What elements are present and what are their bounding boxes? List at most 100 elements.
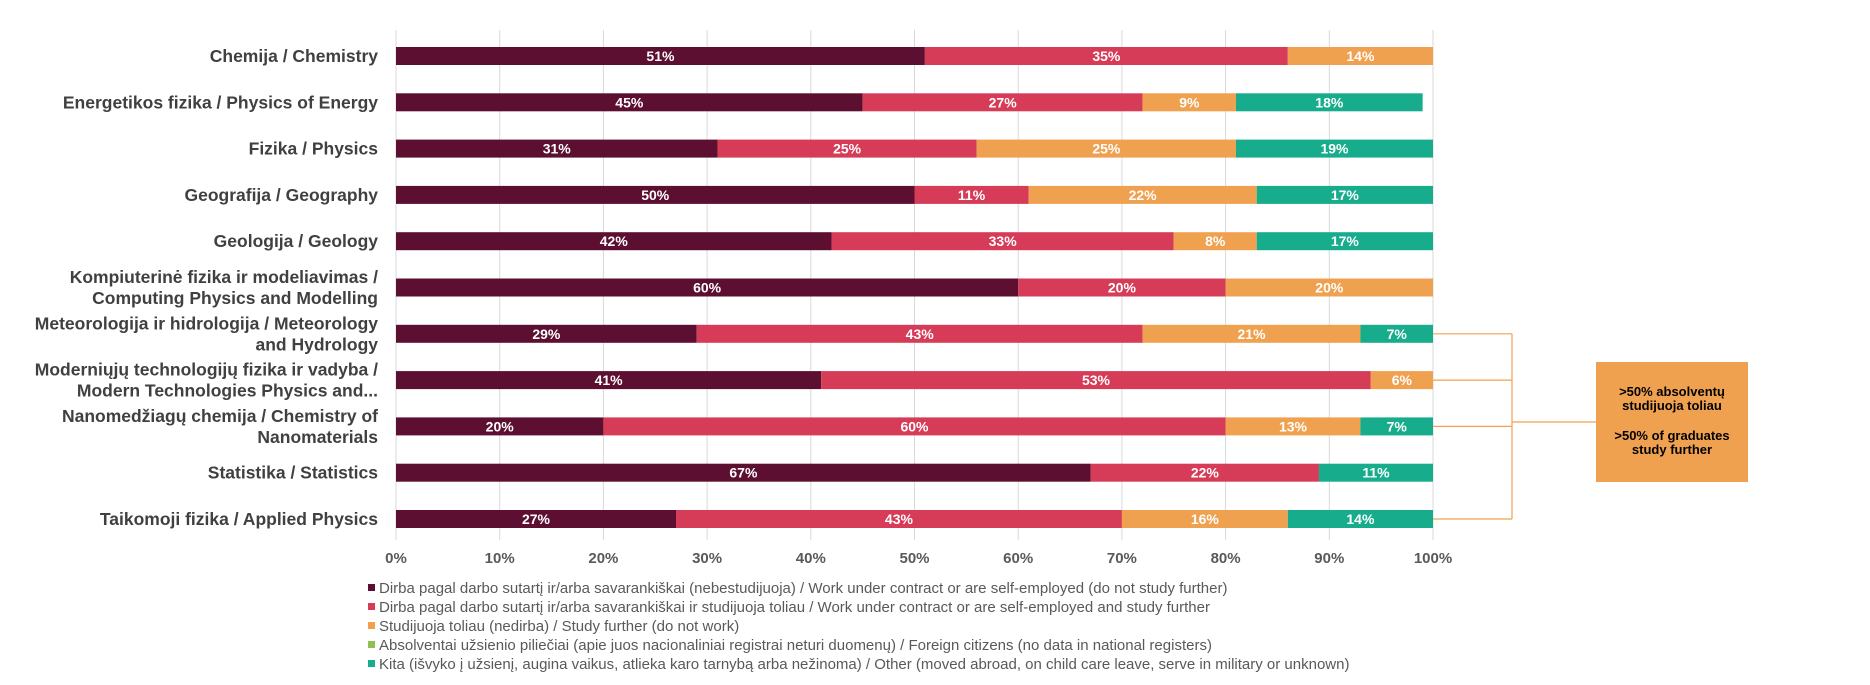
bar-value-label: 53% xyxy=(1082,372,1111,388)
category-label: Statistika / Statistics xyxy=(208,463,378,483)
x-axis-ticks: 0% 10% 20% 30% 40% 50% 60% 70% 80% 90% 100% xyxy=(385,550,1452,567)
bar-segment xyxy=(396,185,915,204)
x-tick-label: 100% xyxy=(1414,550,1452,567)
bar-segment xyxy=(1142,93,1236,112)
bar-value-label: 60% xyxy=(900,418,929,434)
bar-segment xyxy=(1225,417,1361,436)
bar-value-label: 8% xyxy=(1205,233,1226,249)
category-label: Geografija / Geography xyxy=(184,185,378,205)
bar-segment xyxy=(1256,232,1433,251)
bar-value-label: 9% xyxy=(1179,94,1200,110)
category-label: Modern Technologies Physics and... xyxy=(77,381,378,401)
bar-value-label: 11% xyxy=(1362,465,1390,481)
bar-segment xyxy=(1287,510,1433,528)
bar-segment xyxy=(603,417,1226,436)
bar-segment xyxy=(1121,510,1288,528)
category-label: Fizika / Physics xyxy=(249,139,379,159)
bar-value-label: 27% xyxy=(522,511,551,527)
x-tick-label: 40% xyxy=(796,550,826,567)
bar-segment xyxy=(396,278,1019,297)
bar-segment xyxy=(396,510,676,528)
bar-segment xyxy=(1256,185,1433,204)
bar-segment xyxy=(976,139,1236,158)
category-label: Energetikos fizika / Physics of Energy xyxy=(63,92,378,112)
bar-value-label: 60% xyxy=(693,280,722,296)
bar-value-label: 33% xyxy=(989,233,1018,249)
legend-entry: Dirba pagal darbo sutartį ir/arba savara… xyxy=(379,599,1210,616)
bar-value-label: 21% xyxy=(1238,326,1267,342)
bar-value-label: 20% xyxy=(1315,280,1344,296)
bar-value-label: 19% xyxy=(1320,141,1349,157)
bar-segment xyxy=(396,371,822,390)
bar-value-label: 14% xyxy=(1346,48,1375,64)
callout-text: >50% of graduates xyxy=(1614,428,1729,443)
bar-segment xyxy=(1173,232,1257,251)
bar-value-label: 25% xyxy=(833,141,862,157)
bar-segment xyxy=(1028,185,1257,204)
bar-value-label: 51% xyxy=(646,48,675,64)
bar-value-label: 25% xyxy=(1092,141,1121,157)
bar-segment xyxy=(1370,371,1433,390)
bar-segment xyxy=(1360,324,1433,343)
bar-value-label: 67% xyxy=(729,465,758,481)
bar-value-label: 50% xyxy=(641,187,670,203)
bar-segment xyxy=(396,324,697,343)
category-label: Nanomaterials xyxy=(257,427,378,447)
x-tick-label: 90% xyxy=(1314,550,1344,567)
bar-value-label: 29% xyxy=(532,326,561,342)
bar-value-label: 20% xyxy=(486,418,515,434)
category-label: Computing Physics and Modelling xyxy=(92,288,378,308)
bar-segment xyxy=(396,463,1091,482)
legend-entry: Absolventai užsienio piliečiai (apie juo… xyxy=(379,637,1212,654)
x-tick-label: 0% xyxy=(385,550,407,567)
legend-entry: Kita (išvyko į užsienį, augina vaikus, a… xyxy=(379,656,1349,673)
bar-segment xyxy=(914,185,1029,204)
callout-box xyxy=(1596,362,1748,482)
callout-text: studijuoja toliau xyxy=(1622,398,1722,413)
bar-segment xyxy=(717,139,977,158)
bar-segment xyxy=(1090,463,1319,482)
bar-value-label: 13% xyxy=(1279,418,1308,434)
x-tick-label: 50% xyxy=(899,550,929,567)
category-label: Geologija / Geology xyxy=(214,231,379,251)
bar-group: 51% 35% 14% 45% 27% 9% 18% 31% 25% 25% 19% 50% 11% 22… xyxy=(396,47,1433,528)
category-label: Meteorologija ir hidrologija / Meteorolo… xyxy=(35,313,378,333)
x-tick-label: 30% xyxy=(692,550,722,567)
bar-segment xyxy=(1018,278,1226,297)
bar-value-label: 31% xyxy=(543,141,572,157)
legend-swatch xyxy=(368,603,375,610)
bar-value-label: 22% xyxy=(1129,187,1158,203)
bar-segment xyxy=(1235,93,1423,112)
bar-segment xyxy=(924,47,1288,65)
category-label: Moderniųjų technologijų fizika ir vadyba… xyxy=(35,360,378,380)
legend-swatch xyxy=(368,622,375,629)
legend: Dirba pagal darbo sutartį ir/arba savara… xyxy=(368,580,1349,673)
bar-value-label: 11% xyxy=(958,187,986,203)
bar-value-label: 43% xyxy=(906,326,935,342)
category-label: and Hydrology xyxy=(255,334,378,354)
bar-value-label: 14% xyxy=(1346,511,1375,527)
bar-value-label: 20% xyxy=(1108,280,1137,296)
bar-segment xyxy=(831,232,1174,251)
category-label: Chemija / Chemistry xyxy=(210,46,379,66)
bar-segment xyxy=(821,371,1371,390)
bar-value-label: 18% xyxy=(1315,94,1344,110)
bar-segment xyxy=(862,93,1143,112)
bar-value-label: 41% xyxy=(595,372,624,388)
category-label: Kompiuterinė fizika ir modeliavimas / xyxy=(70,267,378,287)
bar-value-label: 42% xyxy=(600,233,629,249)
x-tick-label: 60% xyxy=(1003,550,1033,567)
bar-value-label: 7% xyxy=(1387,326,1408,342)
category-label: Taikomoji fizika / Applied Physics xyxy=(100,509,378,529)
bar-value-label: 43% xyxy=(885,511,914,527)
bar-value-label: 22% xyxy=(1191,465,1220,481)
bar-segment xyxy=(675,510,1122,528)
legend-entry: Dirba pagal darbo sutartį ir/arba savara… xyxy=(379,580,1227,597)
bar-segment xyxy=(1142,324,1361,343)
x-tick-label: 70% xyxy=(1107,550,1137,567)
bar-value-label: 35% xyxy=(1092,48,1121,64)
bar-segment xyxy=(396,47,925,65)
category-label: Nanomedžiagų chemija / Chemistry of xyxy=(62,406,378,426)
